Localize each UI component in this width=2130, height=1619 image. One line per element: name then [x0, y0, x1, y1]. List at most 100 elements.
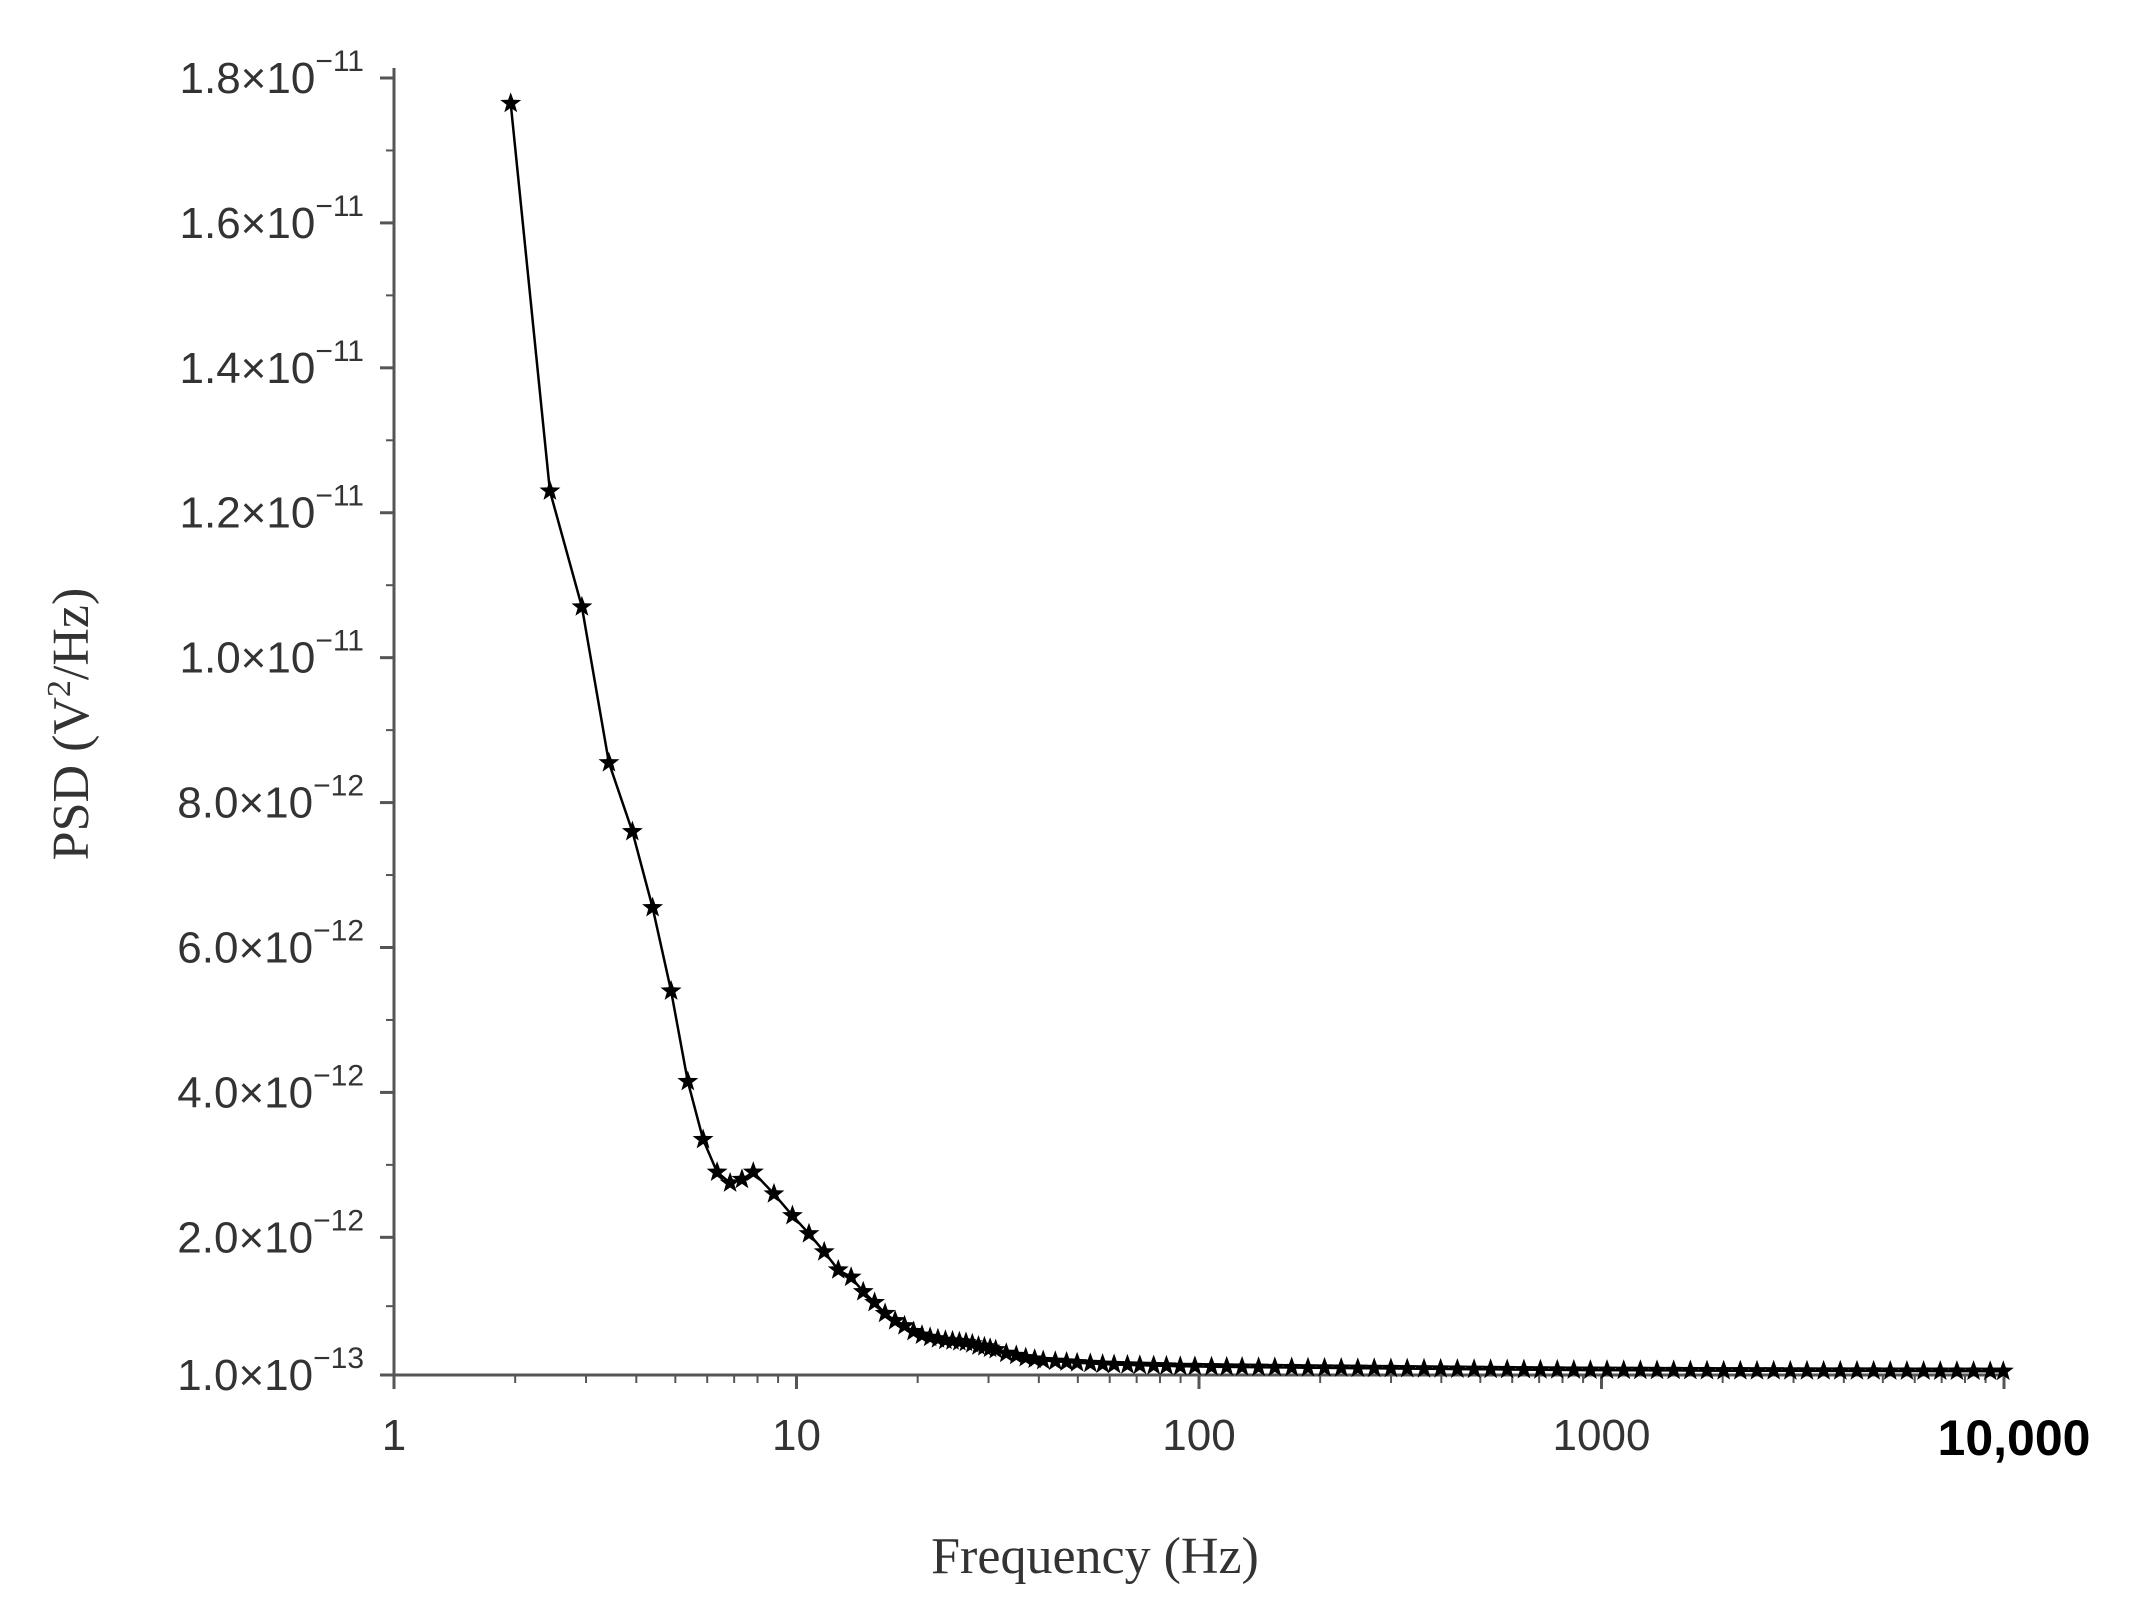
data-point: [1103, 1353, 1125, 1374]
data-point: [1992, 1360, 2014, 1381]
data-point: [1829, 1359, 1851, 1380]
data-point: [1913, 1360, 1935, 1380]
y-tick-label: 1.2×10−11: [180, 480, 364, 538]
data-point: [1763, 1359, 1785, 1380]
data-point: [1446, 1358, 1468, 1378]
x-ticks: 1 10 100 1000 10,000: [382, 1375, 2091, 1466]
data-point: [1314, 1356, 1335, 1377]
data-point: [1579, 1359, 1601, 1379]
data-point: [1056, 1351, 1077, 1371]
data-point: [539, 480, 561, 500]
x-axis-title: Frequency (Hz): [931, 1528, 1259, 1585]
y-axis-title: PSD (V2/Hz): [41, 588, 101, 861]
data-point: [1863, 1359, 1885, 1380]
data-point: [1129, 1354, 1151, 1375]
data-series: [500, 92, 2014, 1381]
data-point: [642, 896, 664, 917]
data-point: [1380, 1357, 1402, 1378]
data-point: [1729, 1359, 1751, 1380]
data-point: [1363, 1357, 1385, 1378]
data-point: [1946, 1360, 1968, 1380]
data-point: [1330, 1357, 1352, 1377]
x-tick-label: 10,000: [1938, 1410, 2091, 1466]
data-point: [1896, 1360, 1918, 1380]
y-tick-label: 1.0×10−11: [180, 625, 364, 683]
x-tick-label: 1000: [1553, 1411, 1651, 1460]
data-point: [884, 1309, 906, 1330]
data-point: [782, 1204, 803, 1225]
data-point: [1079, 1352, 1101, 1373]
data-point: [1596, 1359, 1618, 1379]
data-point: [1092, 1353, 1114, 1373]
data-point: [1216, 1355, 1238, 1376]
data-point: [813, 1240, 835, 1261]
y-tick-label: 4.0×10−12: [177, 1059, 364, 1117]
y-tick-label: 1.8×10−11: [180, 45, 364, 103]
data-point: [1201, 1355, 1222, 1376]
data-point: [1430, 1357, 1452, 1378]
data-point: [1117, 1353, 1138, 1374]
data-point: [1032, 1349, 1054, 1370]
data-point: [1546, 1358, 1568, 1379]
data-point: [874, 1302, 896, 1323]
data-point: [621, 820, 643, 841]
data-point: [798, 1222, 820, 1243]
data-point: [731, 1168, 753, 1189]
data-point: [1779, 1359, 1801, 1380]
data-point: [1563, 1359, 1585, 1379]
data-point: [1713, 1359, 1735, 1380]
data-point: [1413, 1357, 1435, 1378]
y-tick-label: 1.0×10−13: [177, 1342, 364, 1400]
x-tick-label: 1: [382, 1411, 406, 1460]
data-point: [1746, 1359, 1768, 1380]
data-point: [903, 1320, 924, 1341]
data-point: [1929, 1360, 1951, 1380]
data-point: [1663, 1359, 1685, 1380]
data-point: [677, 1070, 699, 1091]
data-point: [864, 1291, 885, 1312]
data-point: [894, 1314, 915, 1335]
data-point: [1231, 1356, 1253, 1376]
data-point: [1143, 1354, 1165, 1375]
data-point: [1184, 1355, 1206, 1376]
data-point: [1979, 1360, 2001, 1381]
data-point: [1963, 1360, 1984, 1380]
data-point: [763, 1182, 785, 1203]
data-point: [1513, 1358, 1535, 1379]
data-point: [706, 1161, 728, 1181]
data-point: [1297, 1356, 1319, 1377]
data-point: [1679, 1359, 1701, 1380]
data-point: [1813, 1359, 1835, 1380]
data-point: [1796, 1359, 1818, 1380]
data-point: [1629, 1359, 1651, 1380]
data-point: [1879, 1360, 1901, 1380]
axes: [392, 68, 2004, 1377]
data-point: [692, 1128, 714, 1149]
data-point: [852, 1280, 874, 1301]
data-point: [1156, 1354, 1177, 1375]
data-point: [1463, 1358, 1485, 1379]
data-point: [1696, 1359, 1718, 1380]
data-point: [1169, 1355, 1191, 1376]
data-point: [1281, 1356, 1303, 1377]
data-point: [1846, 1359, 1868, 1380]
y-tick-label: 2.0×10−12: [177, 1204, 364, 1262]
data-point: [500, 92, 522, 113]
data-point: [742, 1161, 764, 1181]
data-point: [985, 1338, 1007, 1359]
data-point: [1396, 1357, 1418, 1378]
data-point: [571, 595, 593, 616]
data-point: [598, 751, 620, 772]
y-tick-label: 1.6×10−11: [180, 190, 364, 248]
data-point: [827, 1258, 849, 1279]
data-point: [1044, 1350, 1066, 1371]
x-tick-label: 10: [772, 1411, 821, 1460]
data-point: [1248, 1356, 1270, 1377]
x-tick-label: 100: [1162, 1411, 1235, 1460]
y-tick-label: 1.4×10−11: [180, 335, 364, 393]
data-point: [1480, 1358, 1502, 1379]
data-point: [1646, 1359, 1668, 1380]
data-point: [1066, 1351, 1088, 1372]
data-point: [660, 980, 682, 1000]
y-tick-label: 8.0×10−12: [177, 770, 364, 828]
